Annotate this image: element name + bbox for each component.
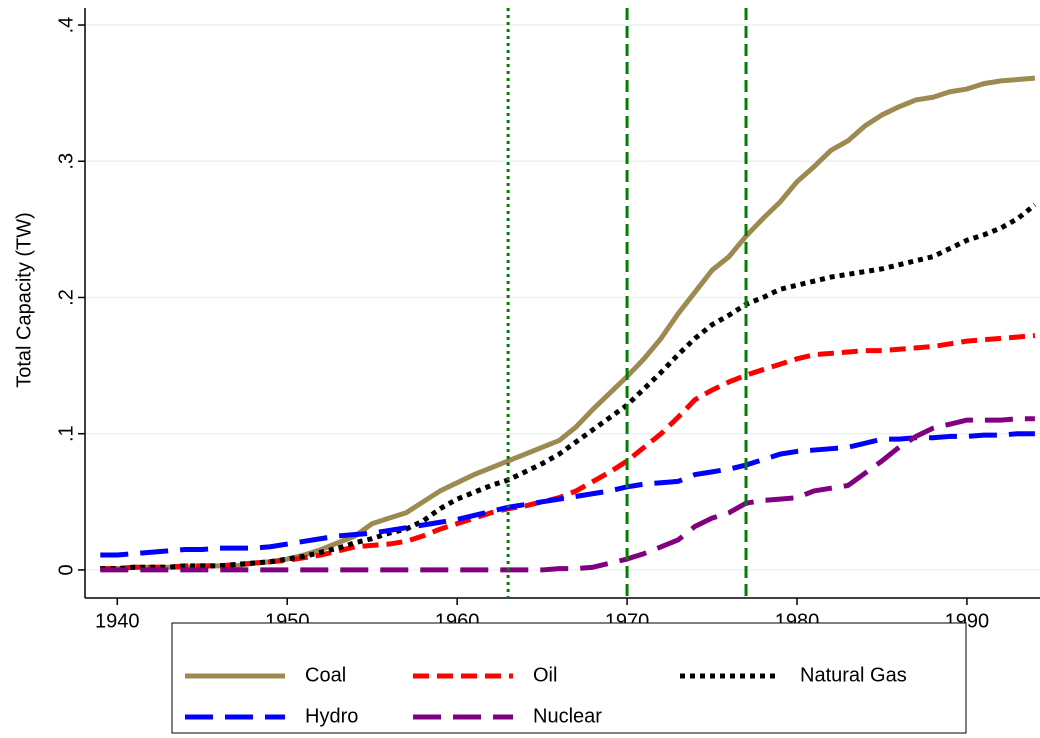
y-axis-label: Total Capacity (TW): [13, 212, 35, 388]
legend-label: Hydro: [305, 705, 358, 727]
series-line: [100, 75, 1036, 572]
y-tick-label: .4: [55, 17, 77, 34]
x-tick-label: 1940: [95, 610, 140, 632]
y-tick-label: .3: [55, 153, 77, 170]
series-line: [100, 416, 1035, 573]
legend-label: Nuclear: [533, 705, 602, 727]
y-tick-label: .1: [55, 425, 77, 442]
y-tick-label: .2: [55, 289, 77, 306]
y-tick-label: 0: [55, 564, 77, 575]
legend-label: Oil: [533, 664, 557, 686]
series-line: [100, 202, 1037, 572]
legend-label: Coal: [305, 664, 346, 686]
legend-label: Natural Gas: [800, 664, 907, 686]
series-line: [100, 333, 1036, 572]
legend-box: [171, 622, 967, 734]
